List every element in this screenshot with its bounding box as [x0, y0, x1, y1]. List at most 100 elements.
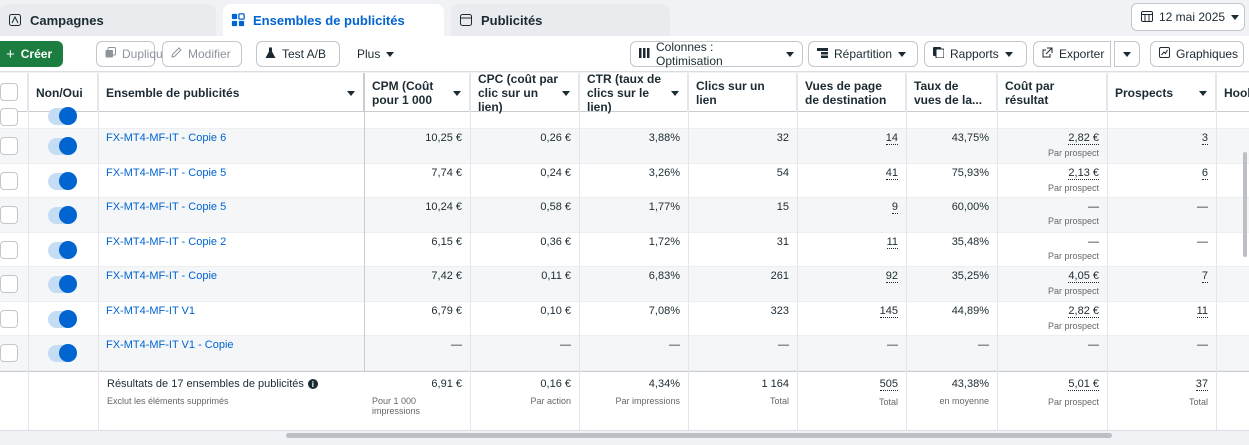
row-checkbox[interactable]	[0, 206, 18, 224]
row-toggle[interactable]	[48, 344, 77, 362]
lpv-value[interactable]: 14	[885, 132, 898, 145]
column-divider	[98, 73, 99, 430]
footer-cpr-value[interactable]: 5,01 €	[1068, 378, 1099, 391]
row-toggle[interactable]	[48, 206, 77, 224]
header-lpv[interactable]: Vues de page de destination	[797, 73, 906, 112]
header-ctr[interactable]: CTR (taux de clics sur le lien)	[579, 73, 688, 114]
leads-value[interactable]: 7	[1201, 270, 1208, 283]
row-checkbox[interactable]	[0, 309, 18, 328]
lpv-value[interactable]: 9	[891, 201, 898, 214]
export-dropdown-button[interactable]	[1114, 41, 1140, 67]
cpr-cell: —	[997, 336, 1107, 370]
cpr-value[interactable]: 4,05 €	[1068, 270, 1099, 283]
duplicate-button[interactable]: Dupliquer	[96, 41, 173, 67]
cpc-value: 0,10 €	[540, 304, 571, 317]
row-toggle[interactable]	[48, 171, 77, 190]
leads-value: —	[1197, 339, 1208, 351]
edit-button[interactable]: Modifier	[162, 41, 242, 67]
leads-value[interactable]: 3	[1201, 132, 1208, 145]
footer-ctr-sub: Par impressions	[615, 396, 680, 406]
row-checkbox[interactable]	[0, 344, 18, 362]
row-checkbox[interactable]	[0, 240, 18, 259]
reports-button[interactable]: Rapports	[924, 41, 1027, 67]
tab-adsets[interactable]: Ensembles de publicités	[223, 4, 444, 36]
adset-name-cell: FX-MT4-MF-IT - Copie 2	[98, 233, 364, 267]
footer-leads-value[interactable]: 37	[1195, 378, 1208, 391]
export-button[interactable]: Exporter	[1033, 41, 1111, 67]
rate-cell: 35,48%	[906, 233, 997, 267]
row-toggle[interactable]	[48, 240, 77, 259]
adset-name-link[interactable]: FX-MT4-MF-IT - Copie	[106, 270, 218, 282]
header-lpv-rate[interactable]: Taux de vues de la...	[906, 73, 997, 112]
adset-name-link[interactable]: FX-MT4-MF-IT - Copie 5	[106, 166, 227, 179]
scrollbar-thumb[interactable]	[286, 433, 1112, 438]
rate-value: —	[978, 339, 989, 351]
breakdown-button[interactable]: Répartition	[808, 41, 918, 67]
row-checkbox[interactable]	[0, 108, 18, 126]
header-leads-label: Prospects	[1115, 85, 1174, 100]
tab-ads-label: Publicités	[481, 12, 543, 28]
rate-cell: —	[906, 336, 997, 370]
rate-cell: 44,89%	[906, 302, 997, 336]
cpr-value[interactable]: 2,82 €	[1068, 132, 1099, 145]
row-checkbox[interactable]	[0, 275, 18, 293]
header-onoff[interactable]: Non/Oui	[28, 73, 98, 112]
ctr-value: 3,26%	[648, 166, 680, 179]
info-icon[interactable]: i	[307, 379, 318, 389]
tab-campaigns[interactable]: Campagnes	[0, 4, 216, 36]
horizontal-scrollbar[interactable]	[0, 430, 1249, 445]
lpv-value[interactable]: 11	[886, 235, 898, 249]
cpm-cell: 7,74 €	[364, 164, 470, 198]
row-toggle[interactable]	[48, 137, 77, 155]
header-cpr[interactable]: Coût par résultat	[997, 73, 1107, 112]
lpv-value[interactable]: 41	[885, 166, 898, 180]
header-hook[interactable]: Hook	[1216, 73, 1249, 112]
footer-cpc-sub: Par action	[530, 396, 571, 406]
header-clicks[interactable]: Clics sur un lien	[688, 73, 797, 112]
columns-button[interactable]: Colonnes : Optimisation	[630, 40, 803, 68]
lpv-value[interactable]: 92	[885, 270, 898, 283]
charts-button[interactable]: Graphiques	[1150, 41, 1244, 67]
row-toggle[interactable]	[48, 275, 77, 293]
rate-value: 35,48%	[951, 235, 989, 248]
header-cpm[interactable]: CPM (Coût pour 1 000 impression	[364, 73, 470, 112]
header-cpc[interactable]: CPC (coût par clic sur un lien)	[470, 73, 579, 114]
adset-name-link[interactable]: FX-MT4-MF-IT - Copie 2	[106, 235, 227, 248]
adset-name-link[interactable]: FX-MT4-MF-IT V1 - Copie	[106, 339, 234, 351]
rate-value: 43,75%	[951, 132, 989, 144]
row-toggle[interactable]	[48, 309, 77, 328]
select-all-checkbox[interactable]	[0, 83, 18, 101]
adset-name-link[interactable]: FX-MT4-MF-IT V1	[106, 304, 196, 317]
tab-ads[interactable]: Publicités	[451, 4, 670, 36]
rate-cell: 60,00%	[906, 198, 997, 232]
cpr-value[interactable]: 2,13 €	[1068, 166, 1099, 180]
header-adset[interactable]: Ensemble de publicités	[98, 73, 364, 112]
header-hook-label: Hook	[1224, 85, 1249, 100]
lpv-cell: —	[797, 336, 906, 370]
ctr-cell: 1,72%	[579, 233, 688, 267]
cpr-value[interactable]: 2,82 €	[1068, 304, 1099, 318]
adset-name-link[interactable]: FX-MT4-MF-IT - Copie 5	[106, 201, 227, 213]
clicks-cell: 261	[688, 267, 797, 301]
footer-subtitle: Exclut les éléments supprimés	[107, 396, 229, 406]
cpr-value: —	[1088, 201, 1099, 213]
date-picker[interactable]: 12 mai 2025	[1131, 3, 1245, 31]
chevron-down-icon	[1231, 14, 1240, 20]
more-button[interactable]: Plus	[349, 41, 403, 67]
row-checkbox[interactable]	[0, 171, 18, 190]
row-checkbox[interactable]	[0, 137, 18, 155]
create-button[interactable]: + Créer	[0, 41, 63, 67]
clicks-cell: —	[688, 336, 797, 370]
header-leads[interactable]: Prospects	[1107, 73, 1216, 112]
leads-value[interactable]: 6	[1201, 166, 1208, 180]
cpc-value: —	[560, 339, 571, 351]
adset-name-link[interactable]: FX-MT4-MF-IT - Copie 6	[106, 132, 227, 144]
leads-cell: 11	[1107, 302, 1216, 336]
clicks-value: 54	[776, 166, 789, 179]
leads-value[interactable]: 11	[1196, 304, 1208, 318]
lpv-value[interactable]: 145	[879, 304, 898, 318]
vertical-scrollbar[interactable]	[1243, 152, 1247, 257]
row-toggle[interactable]	[48, 107, 77, 125]
ab-test-button[interactable]: Test A/B	[256, 41, 340, 67]
footer-lpv-value[interactable]: 505	[879, 378, 898, 391]
